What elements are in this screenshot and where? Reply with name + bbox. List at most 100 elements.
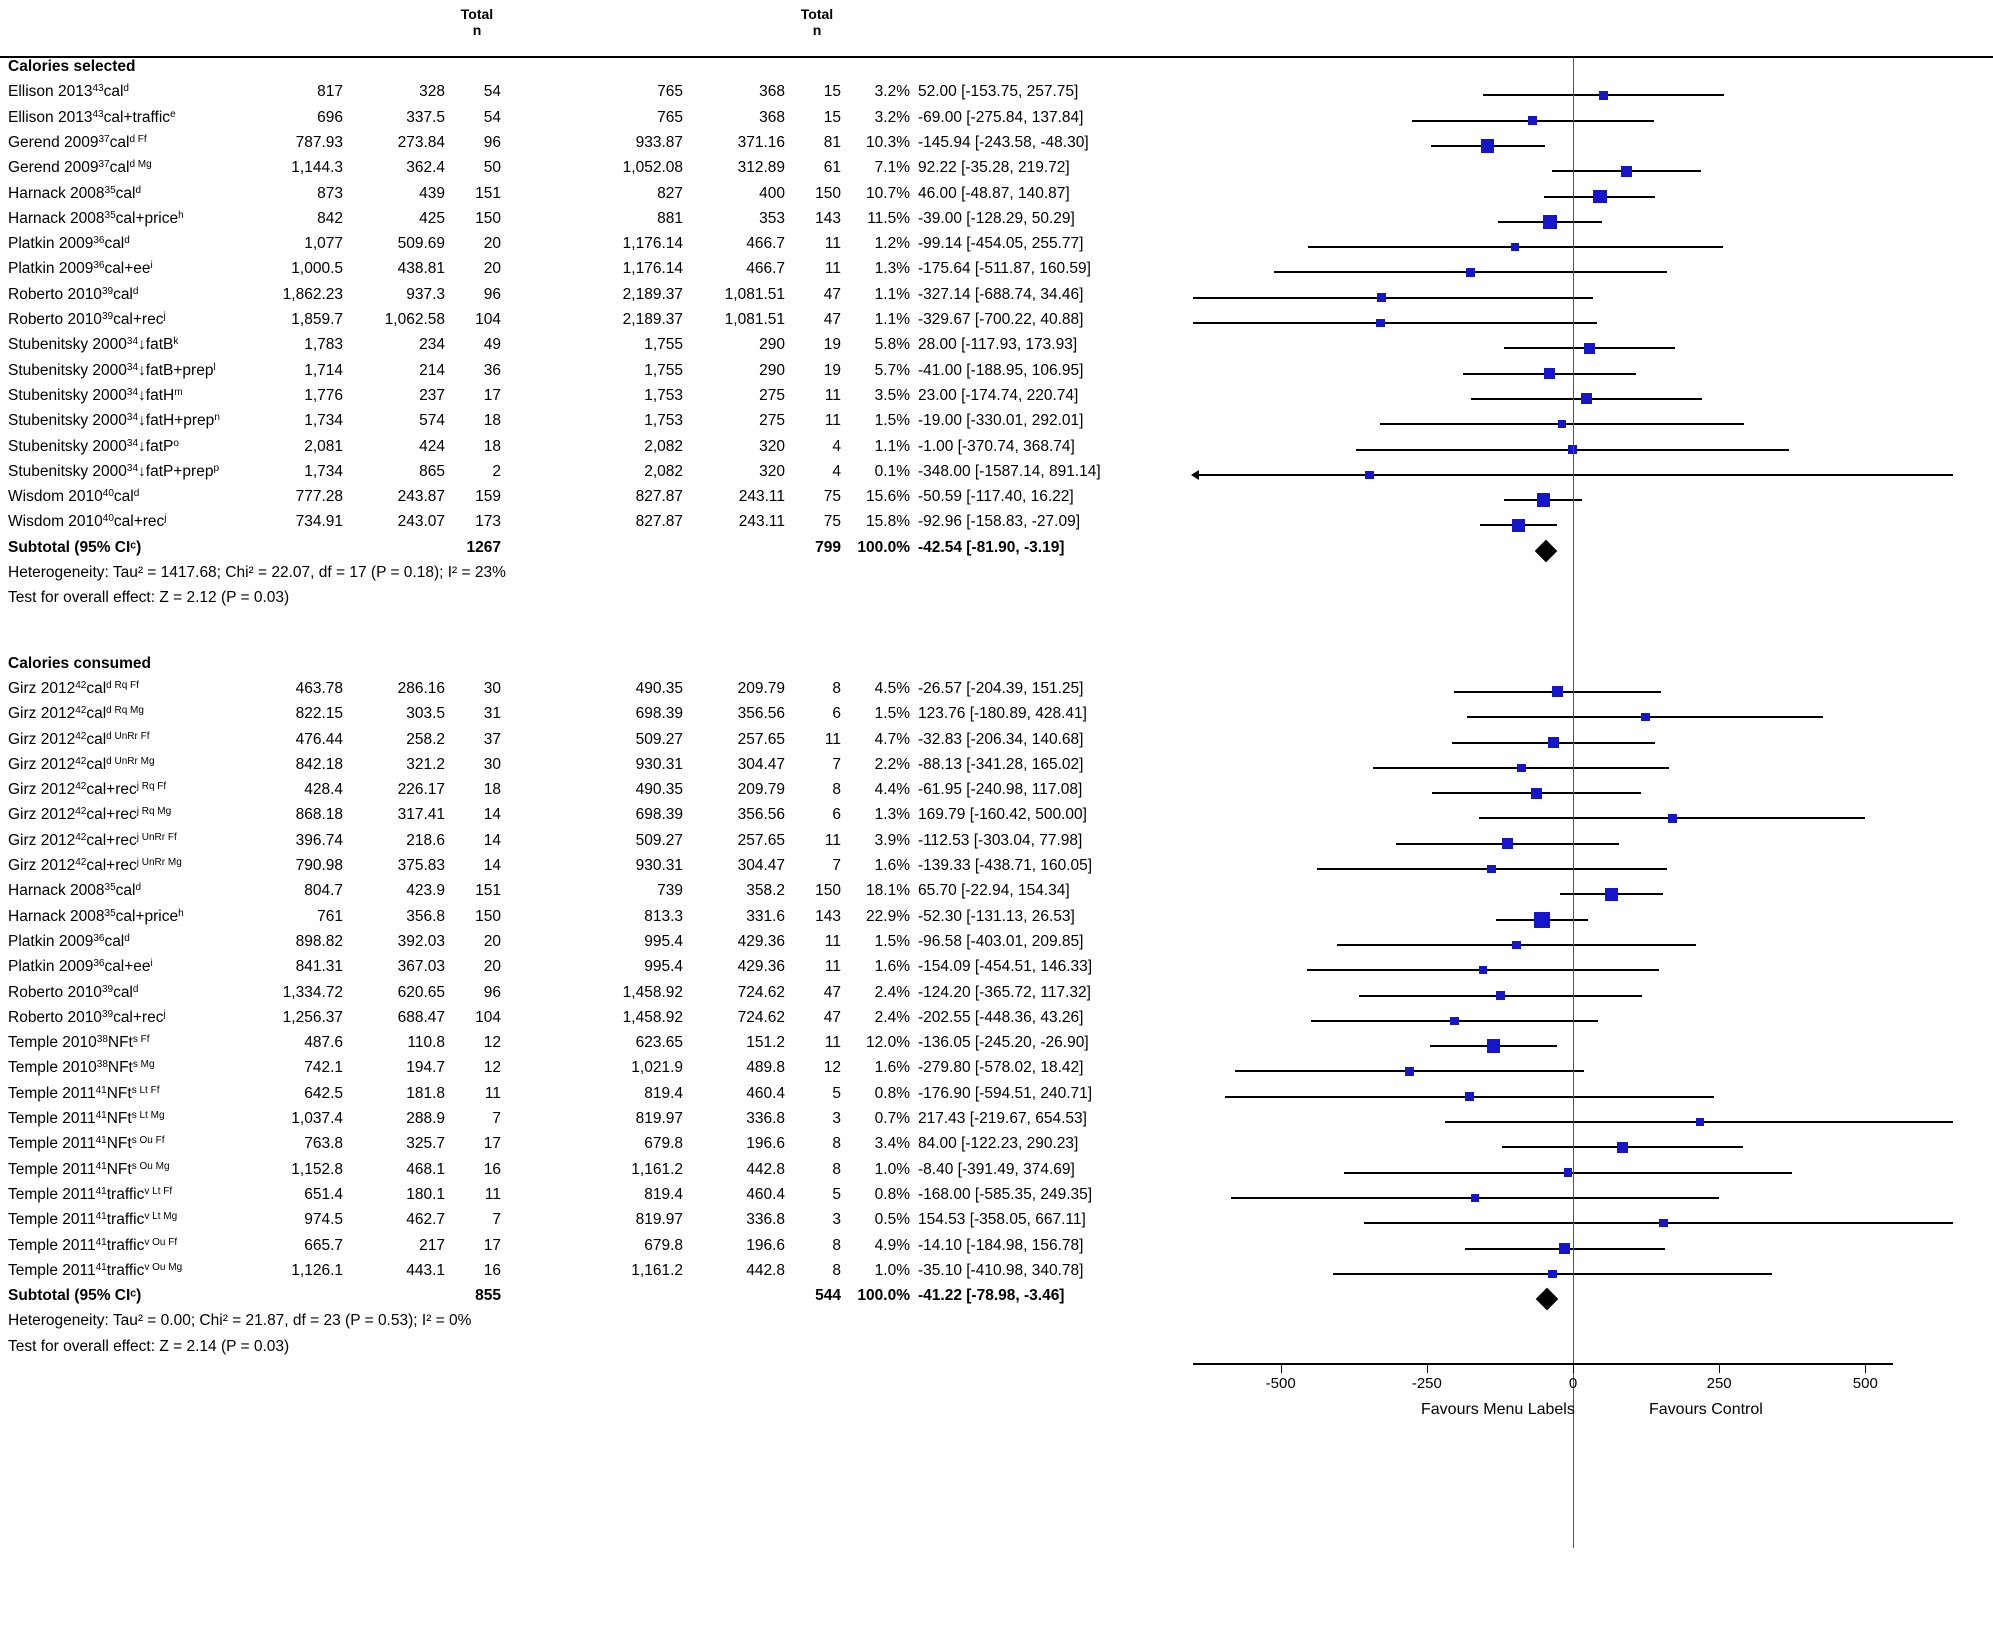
mean-menu-cell: 1,126.1 — [248, 1262, 343, 1280]
sd-menu-cell: 110.8 — [350, 1034, 445, 1052]
sd-control-cell: 243.11 — [690, 488, 785, 506]
n-menu-cell: 151 — [453, 185, 501, 203]
n-control-cell: 75 — [793, 513, 841, 531]
sd-menu-cell: 237 — [350, 387, 445, 405]
mean-diff-cell: -202.55 [-448.36, 43.26] — [918, 1009, 1248, 1027]
mean-diff-cell: -176.90 [-594.51, 240.71] — [918, 1085, 1248, 1103]
sd-menu-cell: 865 — [350, 463, 445, 481]
mean-difference-marker — [1511, 243, 1520, 252]
sd-menu-cell: 509.69 — [350, 235, 445, 253]
n-menu-cell: 150 — [453, 908, 501, 926]
sd-menu-cell: 243.87 — [350, 488, 445, 506]
mean-menu-cell: 868.18 — [248, 806, 343, 824]
mean-difference-marker — [1605, 888, 1619, 902]
subtotal-mean-diff: -42.54 [-81.90, -3.19] — [918, 539, 1248, 557]
n-control-cell: 5 — [793, 1186, 841, 1204]
mean-control-cell: 1,021.9 — [588, 1059, 683, 1077]
mean-control-cell: 933.87 — [588, 134, 683, 152]
sd-control-cell: 724.62 — [690, 1009, 785, 1027]
weight-cell: 1.6% — [848, 958, 910, 976]
mean-menu-cell: 842.18 — [248, 756, 343, 774]
mean-menu-cell: 1,783 — [248, 336, 343, 354]
mean-menu-cell: 841.31 — [248, 958, 343, 976]
mean-control-cell: 1,755 — [588, 362, 683, 380]
mean-diff-cell: -99.14 [-454.05, 255.77] — [918, 235, 1248, 253]
sd-control-cell: 336.8 — [690, 1110, 785, 1128]
mean-menu-cell: 763.8 — [248, 1135, 343, 1153]
mean-control-cell: 2,082 — [588, 438, 683, 456]
sd-control-cell: 257.65 — [690, 832, 785, 850]
mean-difference-marker — [1487, 1039, 1501, 1053]
mean-difference-marker — [1479, 966, 1488, 975]
n-control-cell: 150 — [793, 882, 841, 900]
mean-control-cell: 827.87 — [588, 488, 683, 506]
n-menu-cell: 17 — [453, 387, 501, 405]
mean-control-cell: 765 — [588, 83, 683, 101]
mean-control-cell: 1,755 — [588, 336, 683, 354]
weight-cell: 2.4% — [848, 1009, 910, 1027]
sd-menu-cell: 181.8 — [350, 1085, 445, 1103]
mean-control-cell: 827 — [588, 185, 683, 203]
n-control-cell: 3 — [793, 1110, 841, 1128]
mean-control-cell: 819.4 — [588, 1186, 683, 1204]
favours-control-text: Favours Control — [1649, 1401, 1763, 1419]
n-menu-cell: 12 — [453, 1059, 501, 1077]
mean-diff-cell: -92.96 [-158.83, -27.09] — [918, 513, 1248, 531]
axis-tick — [1865, 1363, 1866, 1373]
axis-tick-label: 0 — [1543, 1375, 1603, 1392]
sd-control-cell: 368 — [690, 109, 785, 127]
weight-cell: 22.9% — [848, 908, 910, 926]
mean-difference-marker — [1548, 737, 1559, 748]
weight-cell: 1.5% — [848, 705, 910, 723]
n-control-cell: 11 — [793, 260, 841, 278]
subtotal-n-control: 799 — [793, 539, 841, 557]
mean-menu-cell: 665.7 — [248, 1237, 343, 1255]
overall-effect-text: Test for overall effect: Z = 2.12 (P = 0… — [8, 589, 1108, 607]
axis-tick-label: -250 — [1397, 1375, 1457, 1392]
mean-control-cell: 1,052.08 — [588, 159, 683, 177]
subtotal-weight: 100.0% — [848, 539, 910, 557]
weight-cell: 1.2% — [848, 235, 910, 253]
sd-menu-cell: 317.41 — [350, 806, 445, 824]
n-control-cell: 11 — [793, 387, 841, 405]
mean-diff-cell: -279.80 [-578.02, 18.42] — [918, 1059, 1248, 1077]
n-menu-cell: 20 — [453, 260, 501, 278]
mean-menu-cell: 873 — [248, 185, 343, 203]
sd-control-cell: 209.79 — [690, 680, 785, 698]
favours-menu-labels-text: Favours Menu Labels — [1421, 1401, 1575, 1419]
n-menu-cell: 16 — [453, 1161, 501, 1179]
n-menu-cell: 7 — [453, 1110, 501, 1128]
weight-cell: 1.0% — [848, 1161, 910, 1179]
section-title: Calories selected — [8, 58, 338, 76]
mean-difference-marker — [1559, 1243, 1570, 1254]
weight-cell: 11.5% — [848, 210, 910, 228]
subtotal-label: Subtotal (95% CIᶜ) — [8, 539, 338, 557]
sd-menu-cell: 180.1 — [350, 1186, 445, 1204]
mean-difference-marker — [1487, 865, 1496, 874]
mean-diff-cell: -52.30 [-131.13, 26.53] — [918, 908, 1248, 926]
sd-control-cell: 336.8 — [690, 1211, 785, 1229]
sd-control-cell: 243.11 — [690, 513, 785, 531]
mean-menu-cell: 1,037.4 — [248, 1110, 343, 1128]
mean-diff-cell: -124.20 [-365.72, 117.32] — [918, 984, 1248, 1002]
sd-control-cell: 429.36 — [690, 933, 785, 951]
weight-cell: 5.7% — [848, 362, 910, 380]
mean-menu-cell: 1,859.7 — [248, 311, 343, 329]
sd-menu-cell: 468.1 — [350, 1161, 445, 1179]
weight-cell: 10.3% — [848, 134, 910, 152]
sd-control-cell: 331.6 — [690, 908, 785, 926]
n-control-cell: 19 — [793, 336, 841, 354]
mean-control-cell: 509.27 — [588, 731, 683, 749]
zero-reference-line — [1573, 58, 1574, 1548]
mean-diff-cell: -8.40 [-391.49, 374.69] — [918, 1161, 1248, 1179]
sd-menu-cell: 194.7 — [350, 1059, 445, 1077]
sd-menu-cell: 356.8 — [350, 908, 445, 926]
n-control-cell: 6 — [793, 806, 841, 824]
weight-cell: 0.8% — [848, 1186, 910, 1204]
mean-control-cell: 1,176.14 — [588, 260, 683, 278]
n-menu-cell: 173 — [453, 513, 501, 531]
mean-control-cell: 930.31 — [588, 857, 683, 875]
mean-menu-cell: 734.91 — [248, 513, 343, 531]
sd-control-cell: 196.6 — [690, 1135, 785, 1153]
sd-control-cell: 724.62 — [690, 984, 785, 1002]
